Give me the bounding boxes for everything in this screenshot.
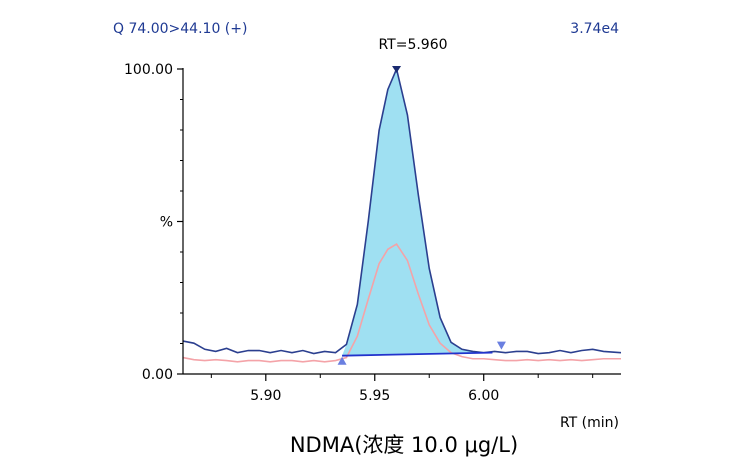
x-axis-label: RT (min) [560,415,619,431]
peak-start-marker [337,356,347,365]
transition-label: Q 74.00>44.10 (+) [113,21,247,37]
axis-ticks: 100.00% 0.00 5.90 5.95 6.00 [124,62,594,404]
x-tick-label: 5.90 [250,388,281,404]
peak-area [342,69,493,356]
y-tick-label: 0.00 [142,367,173,383]
peak-end-marker [496,341,506,350]
compound-caption: NDMA(浓度 10.0 μg/L) [290,433,518,457]
y-tick-label: 100.00 [124,62,173,78]
intensity-label: 3.74e4 [570,21,619,37]
qualifier-trace [182,242,621,363]
y-tick-label: % [160,215,173,231]
x-tick-label: 5.95 [359,388,390,404]
x-tick-label: 6.00 [468,388,499,404]
apex-marker [392,66,402,73]
peak-rt-label: RT=5.960 [378,37,447,53]
integration-baseline [342,351,493,357]
peak-area-layer [342,69,493,356]
marker-layer [337,66,506,365]
